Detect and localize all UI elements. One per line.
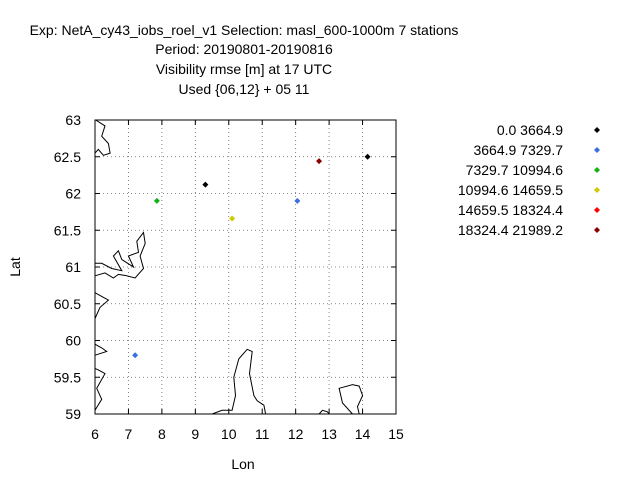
coastline: [94, 231, 146, 279]
y-tick-label: 61.5: [54, 222, 81, 238]
legend-marker: [594, 227, 600, 233]
coastline: [94, 119, 111, 156]
legend: 0.0 3664.9 3664.9 7329.7 7329.7 10994.6 109…: [458, 122, 600, 238]
plot-frame: [94, 119, 397, 415]
x-tick-label: 10: [221, 426, 237, 442]
x-tick-label: 15: [388, 426, 404, 442]
data-point: [153, 197, 160, 204]
x-axis-label: Lon: [231, 456, 254, 472]
title-line-2: Period: 20190801-20190816: [155, 41, 333, 57]
data-points: [132, 153, 371, 359]
data-point: [202, 181, 209, 188]
legend-label: 10994.6 14659.5: [458, 182, 563, 198]
data-point: [316, 158, 323, 165]
legend-label: 18324.4 21989.2: [458, 222, 563, 238]
legend-label: 14659.5 18324.4: [458, 202, 563, 218]
coastline: [94, 292, 110, 319]
legend-label: 0.0 3664.9: [497, 122, 563, 138]
grid: [95, 120, 396, 414]
legend-marker: [594, 187, 600, 193]
x-tick-label: 14: [355, 426, 371, 442]
x-tick-label: 7: [125, 426, 133, 442]
data-point: [294, 197, 301, 204]
coastline: [94, 367, 106, 411]
coastline: [211, 348, 267, 415]
legend-marker: [594, 147, 600, 153]
chart-title: Exp: NetA_cy43_iobs_roel_v1 Selection: m…: [30, 22, 459, 97]
y-tick-label: 60.5: [54, 296, 81, 312]
x-tick-label: 6: [91, 426, 99, 442]
y-tick-label: 59: [65, 406, 81, 422]
legend-marker: [594, 207, 600, 213]
y-tick-label: 62.5: [54, 149, 81, 165]
y-tick-label: 59.5: [54, 369, 81, 385]
axis-ticks: 6 7 8 9 10 11 12 13 14 15 59 59.5 60 60.5 61 61.5 62 62.5…: [54, 112, 404, 442]
y-tick-label: 61: [65, 259, 81, 275]
title-line-1: Exp: NetA_cy43_iobs_roel_v1 Selection: m…: [30, 22, 459, 38]
x-tick-label: 11: [255, 426, 270, 442]
y-tick-label: 63: [65, 112, 81, 128]
coastline: [338, 384, 364, 415]
legend-label: 7329.7 10994.6: [466, 162, 564, 178]
y-tick-label: 62: [65, 186, 81, 202]
data-point: [132, 352, 139, 359]
data-point: [364, 153, 371, 160]
legend-marker: [594, 167, 600, 173]
data-point: [229, 215, 236, 222]
coastline: [318, 409, 330, 415]
x-tick-label: 13: [321, 426, 337, 442]
x-tick-label: 12: [288, 426, 304, 442]
x-tick-label: 9: [191, 426, 199, 442]
legend-marker: [594, 127, 600, 133]
coastline: [94, 343, 108, 356]
y-axis-label: Lat: [7, 257, 23, 277]
title-line-3: Visibility rmse [m] at 17 UTC: [156, 61, 332, 77]
coastlines: [94, 119, 364, 415]
y-tick-label: 60: [65, 333, 81, 349]
legend-label: 3664.9 7329.7: [473, 142, 563, 158]
title-line-4: Used {06,12} + 05 11: [179, 81, 310, 97]
x-tick-label: 8: [158, 426, 166, 442]
